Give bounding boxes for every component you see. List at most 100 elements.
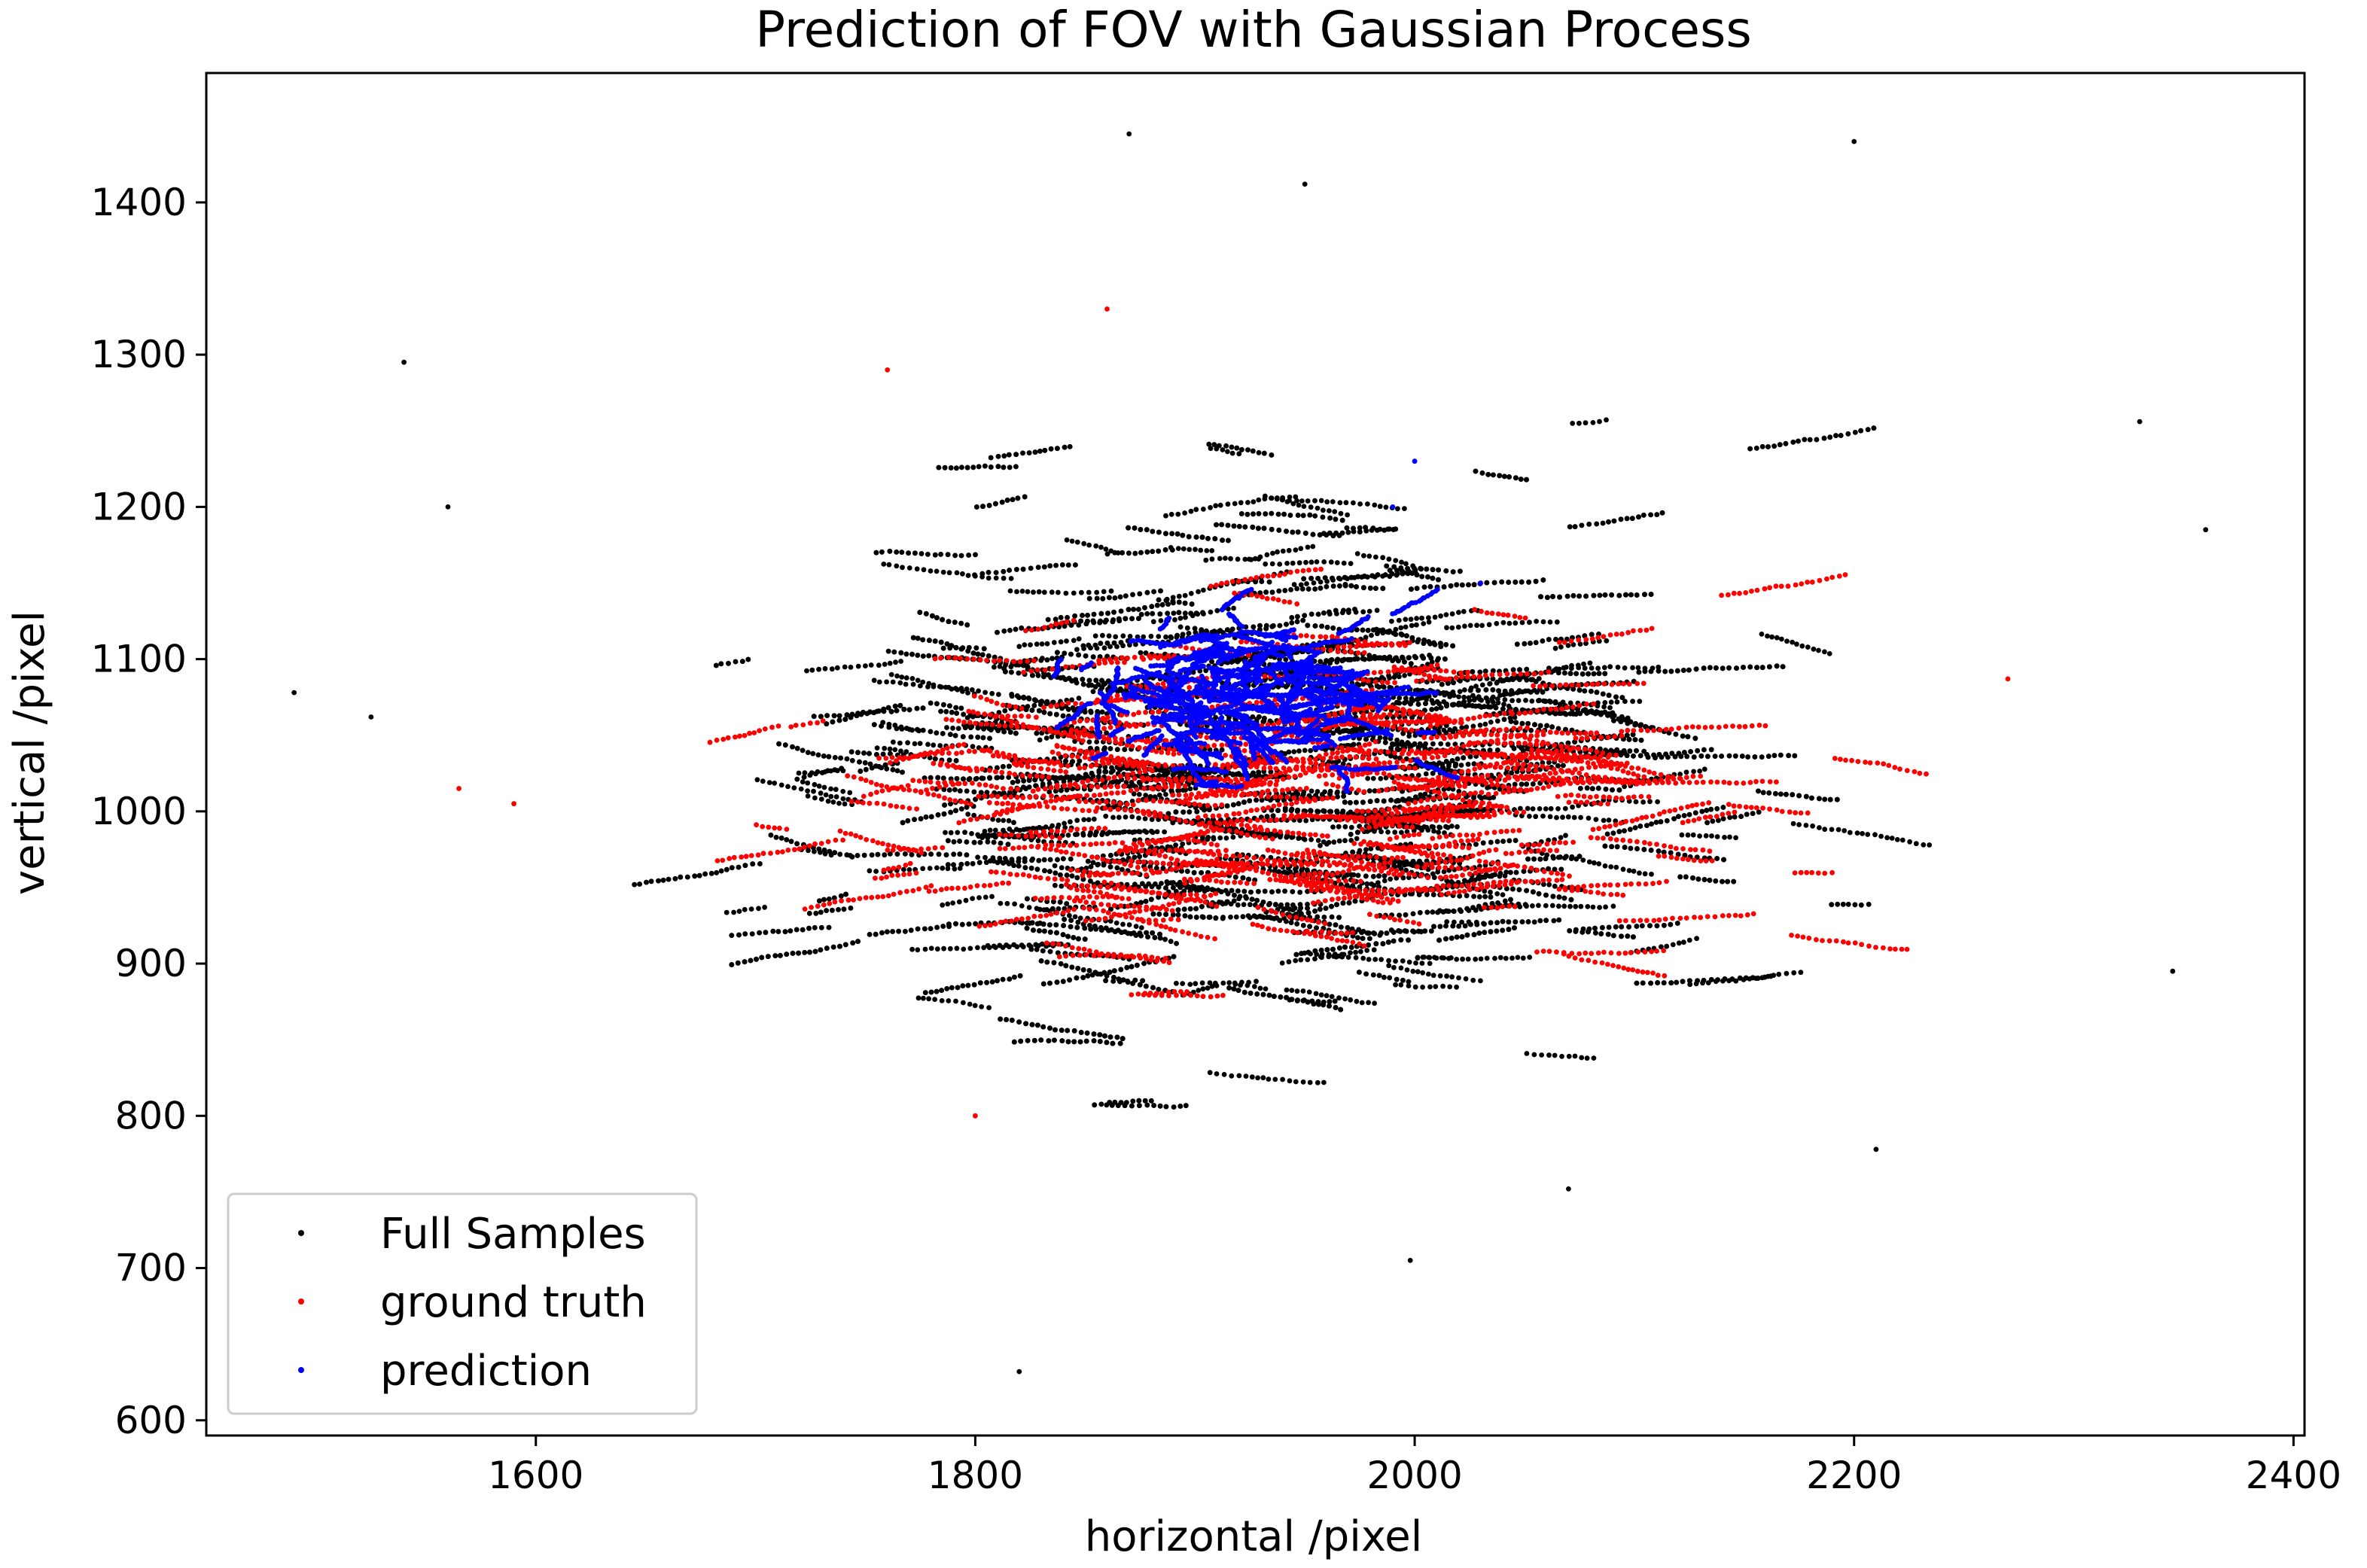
data-point [1365, 501, 1370, 507]
data-point [1370, 775, 1376, 781]
data-point [1592, 860, 1597, 866]
data-point [1907, 839, 1913, 845]
data-point [1180, 981, 1186, 986]
data-point [1345, 955, 1351, 960]
data-point [1524, 1051, 1530, 1056]
data-point [1501, 702, 1506, 708]
data-point [1366, 957, 1372, 962]
data-point [1790, 639, 1796, 645]
data-point [1200, 986, 1206, 992]
data-point [1513, 620, 1519, 626]
data-point [947, 945, 953, 951]
data-point [818, 790, 824, 796]
data-point [1604, 638, 1610, 644]
data-point [1120, 633, 1126, 639]
data-point [1459, 919, 1464, 925]
data-point [1722, 835, 1727, 840]
data-point [1260, 1075, 1266, 1081]
data-point [822, 665, 828, 671]
data-point [1366, 553, 1372, 559]
data-point [1231, 898, 1237, 904]
data-point [1386, 958, 1391, 964]
data-point [1062, 821, 1067, 827]
data-point [909, 676, 915, 681]
data-point [812, 795, 818, 801]
data-point [1283, 656, 1289, 662]
data-point [1419, 615, 1424, 621]
data-point [1049, 589, 1055, 595]
data-point [1081, 540, 1087, 547]
data-point [1238, 500, 1244, 506]
data-point [1899, 837, 1905, 843]
data-point [940, 902, 946, 908]
data-point [1315, 838, 1321, 843]
data-point [1324, 993, 1330, 999]
data-point [900, 565, 905, 571]
data-point [1241, 902, 1247, 907]
data-point [1714, 834, 1720, 839]
data-point [894, 673, 900, 679]
data-point [742, 906, 748, 912]
data-point [1528, 727, 1534, 733]
data-point [1061, 778, 1067, 784]
data-point [1408, 617, 1414, 623]
data-point [1558, 835, 1564, 840]
data-point [1386, 556, 1392, 562]
data-point [1382, 735, 1388, 741]
data-point [1436, 728, 1441, 734]
data-point [1073, 832, 1078, 837]
data-point [882, 745, 888, 751]
data-point [1137, 829, 1143, 835]
data-point [903, 675, 909, 680]
data-point [1201, 587, 1206, 593]
data-point [1685, 832, 1691, 838]
data-point [1495, 700, 1501, 705]
data-point [921, 567, 927, 573]
data-point [1226, 980, 1232, 985]
data-point [992, 827, 998, 833]
data-point [1420, 955, 1426, 960]
data-point [1372, 957, 1378, 962]
data-point [1024, 827, 1030, 832]
data-point [848, 665, 854, 670]
data-point [785, 784, 791, 790]
data-point [1058, 639, 1064, 645]
data-point [921, 995, 926, 1001]
data-point [1331, 839, 1337, 845]
data-point [1426, 693, 1432, 699]
data-point [1436, 824, 1442, 830]
data-point [1366, 1000, 1371, 1006]
data-point [821, 784, 827, 790]
data-point [1049, 734, 1055, 740]
data-point [1296, 560, 1302, 566]
data-point [1092, 633, 1098, 639]
data-point [1794, 641, 1799, 647]
data-point [965, 811, 971, 817]
data-point [964, 686, 970, 692]
data-point [1094, 589, 1100, 595]
data-point [1531, 1052, 1537, 1058]
data-point [1063, 590, 1069, 596]
data-point [1530, 903, 1535, 909]
data-point [1037, 824, 1042, 830]
data-point [976, 688, 981, 694]
data-point [1676, 940, 1682, 946]
data-point [932, 997, 937, 1002]
data-point [1484, 955, 1490, 961]
data-point [1397, 674, 1402, 680]
data-point [1077, 915, 1083, 921]
data-point [1318, 992, 1324, 998]
data-point [950, 725, 955, 731]
data-point [962, 830, 967, 836]
data-point [754, 777, 760, 783]
data-point [1031, 589, 1036, 595]
data-point [1255, 1075, 1260, 1081]
data-point [1430, 973, 1436, 979]
data-point [884, 679, 889, 685]
data-point [1065, 833, 1071, 838]
data-point [1519, 620, 1525, 626]
data-point [1016, 644, 1022, 650]
data-point [1133, 641, 1138, 647]
data-point [1889, 836, 1895, 841]
data-point [1312, 498, 1318, 504]
